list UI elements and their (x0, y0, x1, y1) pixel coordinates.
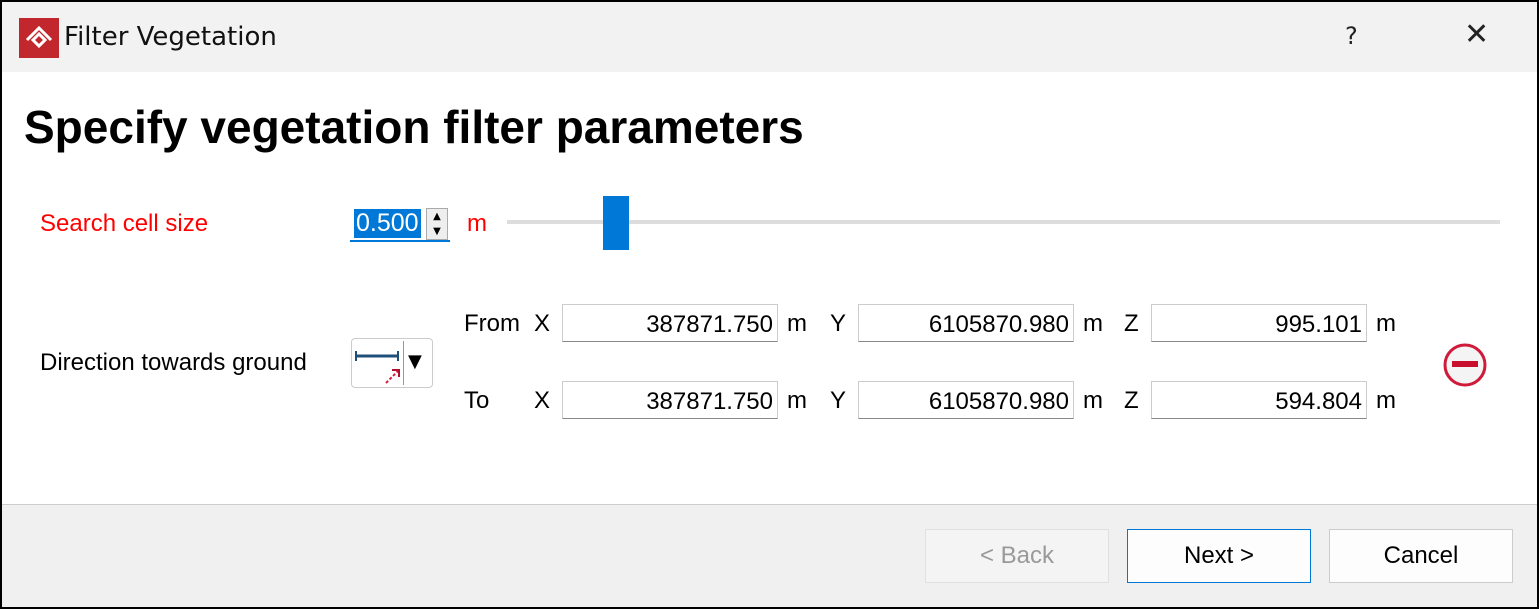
remove-icon[interactable] (1442, 342, 1488, 388)
from-x-label: X (534, 310, 551, 337)
direction-dropdown[interactable]: ▼ (351, 338, 433, 388)
title-bar: Filter Vegetation ? ✕ (2, 2, 1537, 72)
to-y-label: Y (830, 387, 847, 414)
from-z-label: Z (1124, 310, 1139, 337)
spin-down-icon[interactable]: ▼ (433, 226, 441, 237)
to-x-input[interactable]: 387871.750 (562, 381, 778, 419)
spin-arrows[interactable]: ▲ ▼ (426, 208, 448, 240)
to-y-input[interactable]: 6105870.980 (858, 381, 1074, 419)
close-button[interactable]: ✕ (1464, 17, 1490, 52)
to-z-label: Z (1124, 387, 1139, 414)
to-label: To (464, 387, 490, 414)
window-title: Filter Vegetation (64, 22, 277, 52)
from-y-label: Y (830, 310, 847, 337)
from-z-input[interactable]: 995.101 (1151, 304, 1367, 342)
search-cell-size-value[interactable]: 0.500 (354, 209, 421, 238)
from-y-input[interactable]: 6105870.980 (858, 304, 1074, 342)
help-button[interactable]: ? (1345, 22, 1358, 50)
back-button[interactable]: < Back (925, 529, 1109, 583)
to-z-input[interactable]: 594.804 (1151, 381, 1367, 419)
divider (403, 341, 404, 385)
to-x-label: X (534, 387, 551, 414)
next-button[interactable]: Next > (1127, 529, 1311, 583)
unit-label: m (1376, 387, 1396, 414)
slider-track[interactable] (507, 220, 1500, 224)
unit-label: m (787, 387, 807, 414)
direction-label: Direction towards ground (40, 349, 307, 376)
search-cell-size-spinbox[interactable]: 0.500 ▲ ▼ (350, 206, 450, 242)
chevron-down-icon[interactable]: ▼ (408, 351, 422, 372)
spin-up-icon[interactable]: ▲ (433, 211, 441, 222)
search-cell-size-label: Search cell size (40, 210, 209, 237)
cancel-button[interactable]: Cancel (1329, 529, 1513, 583)
slider-handle[interactable] (603, 196, 630, 250)
unit-label: m (787, 310, 807, 337)
from-label: From (464, 310, 520, 337)
unit-label: m (1083, 310, 1103, 337)
direction-line-icon (355, 351, 400, 384)
app-logo-icon (19, 18, 59, 58)
unit-label: m (1376, 310, 1396, 337)
page-title: Specify vegetation filter parameters (24, 101, 804, 153)
unit-label: m (1083, 387, 1103, 414)
search-cell-unit: m (467, 210, 487, 237)
from-x-input[interactable]: 387871.750 (562, 304, 778, 342)
